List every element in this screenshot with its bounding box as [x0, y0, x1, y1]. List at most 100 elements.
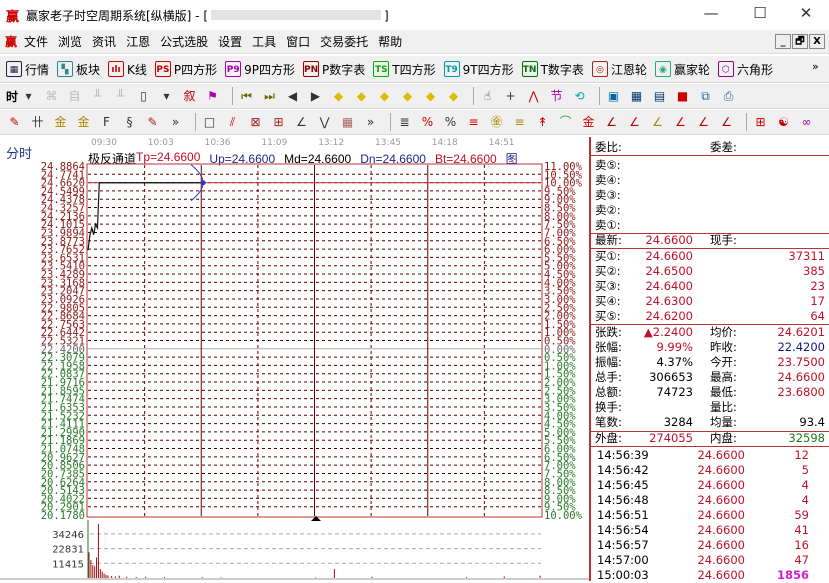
ying-fan-icon[interactable]: ∠: [698, 114, 709, 129]
tick-volume: 4: [801, 493, 809, 507]
toolbar-button-6[interactable]: TS T四方形: [373, 61, 436, 78]
lian-fan-icon[interactable]: ∠: [675, 114, 686, 129]
ask-label: 卖③:: [595, 188, 621, 202]
mdi-close-button[interactable]: X: [809, 34, 825, 49]
first-icon[interactable]: ⏮: [241, 88, 252, 103]
grid-color-icon[interactable]: ⊞: [755, 114, 766, 129]
toolbar-button-7[interactable]: T9 9T四方形: [443, 61, 514, 78]
diamond-out-icon[interactable]: ◆: [425, 88, 436, 103]
toolbar-button-4[interactable]: P9 9P四方形: [225, 61, 295, 78]
flag-icon[interactable]: ⚑: [207, 88, 218, 103]
indicator-chart-button[interactable]: 图: [505, 152, 518, 166]
jie-icon[interactable]: 节: [550, 88, 563, 103]
j-fan-icon[interactable]: ∠: [606, 114, 617, 129]
calculator-icon[interactable]: ▦: [630, 88, 643, 103]
diamond-all-icon[interactable]: ◆: [448, 88, 459, 103]
bid-price: 24.6200: [645, 309, 693, 323]
arc-icon[interactable]: ⌒: [559, 114, 572, 129]
gold-lines-icon[interactable]: ≡: [514, 114, 525, 129]
fq-icon[interactable]: 叙: [183, 88, 196, 103]
rocket-icon[interactable]: ↟: [537, 114, 548, 129]
close-button[interactable]: ✕: [799, 4, 813, 22]
box-icon[interactable]: □: [203, 114, 216, 129]
menu-item-8[interactable]: 交易委托: [320, 35, 369, 49]
fan-icon[interactable]: ⫽: [229, 114, 236, 129]
toolbar-button-10[interactable]: ◉ 赢家轮: [654, 61, 710, 78]
menu-item-5[interactable]: 设置: [218, 35, 243, 49]
toolbar-button-3[interactable]: PS P四方形: [154, 61, 217, 78]
toolbar-button-9[interactable]: ◎ 江恩轮: [591, 61, 647, 78]
measure-icon[interactable]: ✎: [147, 114, 158, 129]
diamond-left-icon[interactable]: ◆: [333, 88, 344, 103]
toolbar-button-5[interactable]: PN P数字表: [303, 61, 365, 78]
menu-item-7[interactable]: 窗口: [286, 35, 311, 49]
notes-icon[interactable]: ▤: [653, 88, 666, 103]
printer-icon[interactable]: ⎙: [723, 88, 734, 103]
diamond-h-icon[interactable]: ◆: [379, 88, 390, 103]
hand-icon[interactable]: ☝: [483, 88, 492, 103]
bars2-disabled-icon[interactable]: ╨: [116, 88, 125, 103]
toolbar-more-button[interactable]: »: [812, 60, 819, 73]
dropdown-icon[interactable]: ▾: [25, 88, 32, 103]
menu-item-3[interactable]: 江恩: [126, 35, 151, 49]
menu-item-4[interactable]: 公式选股: [160, 35, 209, 49]
period-selector[interactable]: 时: [6, 89, 19, 104]
mdi-minimize-button[interactable]: _: [775, 34, 791, 49]
percent-lines-icon[interactable]: ≡: [468, 114, 479, 129]
more-icon[interactable]: »: [171, 114, 180, 129]
menu-item-2[interactable]: 资讯: [92, 35, 117, 49]
angle-icon[interactable]: ∠: [296, 114, 307, 129]
mdi-restore-button[interactable]: 🗗: [792, 34, 808, 49]
network-icon[interactable]: ⧉: [701, 88, 710, 103]
infinity-icon[interactable]: ∞: [801, 114, 812, 129]
spiral-icon[interactable]: §: [126, 114, 133, 129]
wave-icon[interactable]: ⋁: [319, 114, 330, 129]
toolbar-button-2[interactable]: ılı K线: [108, 61, 147, 78]
dropdown2-icon[interactable]: ▾: [163, 88, 170, 103]
menu-item-9[interactable]: 帮助: [378, 35, 403, 49]
last-icon[interactable]: ⏭: [264, 88, 275, 103]
minimize-button[interactable]: —: [703, 4, 719, 22]
left-icon[interactable]: ◀: [287, 88, 298, 103]
cycle-icon[interactable]: ⟲: [574, 88, 585, 103]
pen-icon[interactable]: ✎: [9, 114, 20, 129]
menu-item-1[interactable]: 浏览: [58, 35, 83, 49]
diamond-right-icon[interactable]: ◆: [356, 88, 367, 103]
zone-icon[interactable]: ≣: [399, 114, 410, 129]
gold-line2-icon[interactable]: 金: [77, 114, 90, 129]
percent-icon[interactable]: %: [444, 114, 457, 129]
gann-box-icon[interactable]: ⊠: [250, 114, 261, 129]
self-icon[interactable]: 自: [68, 88, 81, 103]
more2-icon[interactable]: »: [366, 114, 375, 129]
menu-item-6[interactable]: 工具: [252, 35, 277, 49]
matrix-icon[interactable]: ▦: [341, 114, 354, 129]
percent-fan-icon[interactable]: %: [421, 114, 434, 129]
right-icon[interactable]: ▶: [310, 88, 321, 103]
four-fan-icon[interactable]: ∠: [721, 114, 732, 129]
diamond-in-icon[interactable]: ◆: [402, 88, 413, 103]
candle-icon[interactable]: ▯: [140, 88, 147, 103]
menu-item-0[interactable]: 文件: [24, 35, 49, 49]
gold-bar-icon[interactable]: 金: [582, 114, 595, 129]
calendar-icon[interactable]: ▣: [607, 88, 620, 103]
parallel-lines-icon[interactable]: 卄: [31, 114, 44, 129]
yinyang-icon[interactable]: ☯: [778, 114, 789, 129]
crosshair-icon[interactable]: +: [505, 88, 516, 103]
save-icon[interactable]: ■: [676, 88, 689, 103]
gold-line-icon[interactable]: 金: [54, 114, 67, 129]
toolbar-button-1[interactable]: ▚ 板块: [57, 61, 100, 78]
gold-circle-icon[interactable]: ㊎: [490, 114, 503, 129]
toolbar-button-8[interactable]: TN T数字表: [521, 61, 584, 78]
chart-disabled-icon[interactable]: ⌘: [45, 88, 58, 103]
toolbar-button-11[interactable]: ⬡ 六角形: [717, 61, 773, 78]
zigzag-icon[interactable]: ⋀: [528, 88, 539, 103]
intraday-chart[interactable]: 24.8864 11.00% 24.7741 10.50% 24.6620 10.00% 2…: [0, 160, 589, 581]
bars-disabled-icon[interactable]: ╨: [93, 88, 102, 103]
fib-icon[interactable]: F: [103, 114, 110, 129]
gann-grid-icon[interactable]: ⊞: [273, 114, 284, 129]
f-fan-icon[interactable]: ∠: [629, 114, 640, 129]
menu-items: 文件 浏览 资讯 江恩 公式选股 设置 工具 窗口 交易委托 帮助: [19, 35, 407, 49]
gold-fan-icon[interactable]: ∠: [652, 114, 663, 129]
maximize-button[interactable]: ☐: [753, 4, 767, 22]
toolbar-button-0[interactable]: ▦ 行情: [6, 61, 49, 78]
